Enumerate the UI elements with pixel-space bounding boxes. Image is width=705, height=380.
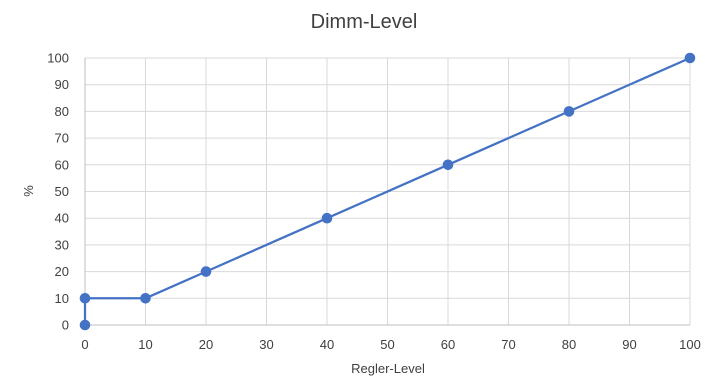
data-point — [684, 52, 696, 64]
data-point — [79, 293, 91, 304]
x-tick-labels: 0 10 20 30 40 50 60 70 80 90 100 — [81, 337, 700, 352]
y-tick-label: 10 — [55, 291, 69, 306]
y-tick-label: 100 — [47, 51, 69, 66]
y-tick-label: 40 — [55, 211, 69, 226]
y-axis-title: % — [21, 185, 36, 197]
x-axis-title: Regler-Level — [351, 361, 425, 376]
x-tick-label: 10 — [138, 337, 152, 352]
y-tick-label: 50 — [55, 184, 69, 199]
data-point — [563, 106, 575, 117]
y-tick-label: 70 — [55, 131, 69, 146]
y-tick-label: 0 — [62, 318, 69, 333]
data-point — [140, 293, 151, 304]
series-lines — [83, 56, 692, 327]
y-tick-label: 90 — [55, 77, 69, 92]
data-point — [79, 319, 91, 331]
x-tick-label: 80 — [562, 337, 576, 352]
series-points — [79, 52, 696, 331]
y-tick-label: 20 — [55, 264, 69, 279]
chart-title: Dimm-Level — [311, 11, 418, 33]
data-point — [321, 212, 333, 224]
x-tick-label: 100 — [679, 337, 701, 352]
x-tick-label: 60 — [441, 337, 455, 352]
x-tick-label: 30 — [259, 337, 273, 352]
x-tick-label: 40 — [320, 337, 334, 352]
y-tick-label: 80 — [55, 104, 69, 119]
y-tick-label: 60 — [55, 157, 69, 172]
x-tick-label: 20 — [199, 337, 213, 352]
data-point — [200, 266, 212, 277]
y-tick-labels: 0 10 20 30 40 50 60 70 80 90 100 — [47, 51, 69, 333]
x-tick-label: 70 — [501, 337, 515, 352]
x-tick-label: 90 — [622, 337, 636, 352]
axes — [84, 58, 690, 326]
data-point — [442, 159, 454, 171]
series-line — [83, 56, 692, 327]
x-tick-label: 50 — [380, 337, 394, 352]
x-tick-label: 0 — [81, 337, 88, 352]
y-tick-label: 30 — [55, 237, 69, 252]
